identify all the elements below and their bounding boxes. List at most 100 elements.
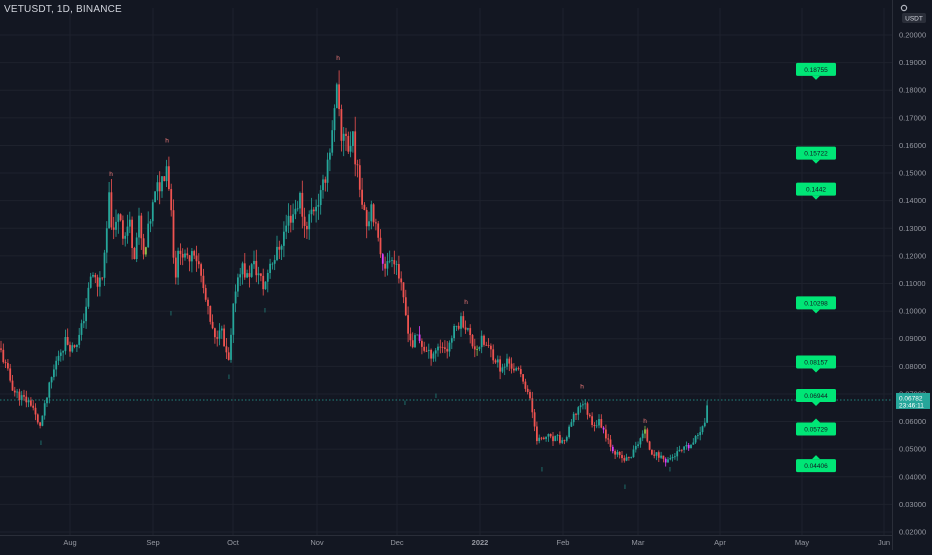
candles [0, 70, 708, 467]
candle-body [618, 451, 621, 456]
candle-body [184, 253, 186, 258]
y-tick-label: 0.03000 [899, 500, 926, 509]
candle-body [607, 438, 610, 440]
level-box[interactable]: 0.15722 [796, 146, 836, 164]
candle [519, 365, 522, 378]
candle-body [115, 221, 117, 230]
gear-icon[interactable] [900, 4, 908, 12]
candle [533, 408, 536, 432]
level-box[interactable]: 0.04406 [796, 455, 836, 473]
candle [662, 455, 665, 463]
candle [30, 397, 32, 408]
candle-body [308, 214, 311, 230]
candle-body [582, 404, 584, 406]
level-box[interactable]: 0.08157 [796, 355, 836, 373]
candle [393, 250, 396, 275]
candle [278, 240, 281, 260]
candle-body [99, 277, 101, 287]
candle [391, 257, 393, 268]
pivot-low-marker: l [541, 466, 543, 473]
level-box[interactable]: 0.06944 [796, 388, 836, 406]
candle-body [423, 346, 426, 351]
candle [439, 339, 442, 354]
candle-body [117, 214, 120, 222]
candle [186, 247, 189, 259]
candle [618, 451, 621, 459]
candle [59, 349, 62, 362]
candle [202, 268, 205, 294]
pivot-high-marker: h [165, 138, 169, 145]
candle [126, 214, 129, 244]
candle-body [154, 191, 156, 203]
candle-body [430, 349, 432, 359]
candle [588, 413, 591, 418]
level-box[interactable]: 0.1442 [796, 182, 836, 200]
candle-body [227, 352, 230, 360]
candle [211, 314, 214, 330]
candle [306, 221, 308, 240]
candle [646, 427, 649, 443]
candle [76, 344, 78, 352]
level-arrow-down [812, 159, 820, 164]
candle [524, 378, 527, 392]
candle-body [699, 432, 702, 436]
candle [388, 250, 391, 264]
x-tick-label: May [795, 538, 809, 547]
candle-body [168, 166, 170, 190]
candle [386, 252, 389, 276]
candle [218, 323, 221, 346]
candle-body [388, 260, 391, 262]
candle-body [623, 458, 626, 461]
candle-body [529, 391, 531, 399]
candle-body [163, 176, 166, 182]
candle [623, 455, 626, 463]
candle [379, 229, 382, 258]
candle [133, 246, 136, 260]
pivot-high-marker: h [643, 418, 647, 425]
candle [545, 436, 547, 442]
pivot-high-marker: h [109, 171, 113, 178]
candle [296, 201, 299, 212]
candle-body [105, 228, 108, 253]
candle-body [266, 272, 269, 282]
candle [301, 180, 304, 229]
currency-button[interactable]: USDT [902, 13, 926, 23]
candle-body [264, 281, 267, 290]
candle-body [559, 435, 561, 443]
candle [138, 207, 140, 245]
pivot-low-marker: l [435, 393, 437, 400]
candle-body [549, 434, 552, 437]
candle-body [513, 368, 515, 371]
candle [195, 245, 198, 272]
candle-body [223, 328, 225, 347]
candle [407, 306, 409, 343]
candle [586, 401, 589, 420]
candle-body [398, 264, 400, 279]
candle-body [193, 251, 196, 256]
candle-body [609, 439, 612, 447]
candle [664, 457, 667, 467]
level-box[interactable]: 0.05729 [796, 418, 836, 436]
candle [13, 386, 16, 397]
candle [32, 400, 35, 411]
candle-body [225, 346, 228, 353]
candle [418, 326, 421, 344]
level-box[interactable]: 0.18755 [796, 62, 836, 80]
candle [480, 330, 483, 354]
candle-body [161, 176, 163, 192]
candle [363, 202, 366, 211]
candle-body [503, 366, 506, 368]
candle [108, 182, 110, 229]
candle [27, 397, 30, 408]
x-tick-label: Jun [878, 538, 890, 547]
candle-body [485, 344, 488, 346]
candle [598, 414, 600, 429]
candle [124, 232, 127, 247]
candle-body [646, 429, 649, 442]
candle-body [197, 261, 200, 265]
candle [427, 343, 430, 359]
level-box[interactable]: 0.10298 [796, 296, 836, 314]
candle-body [524, 381, 527, 389]
